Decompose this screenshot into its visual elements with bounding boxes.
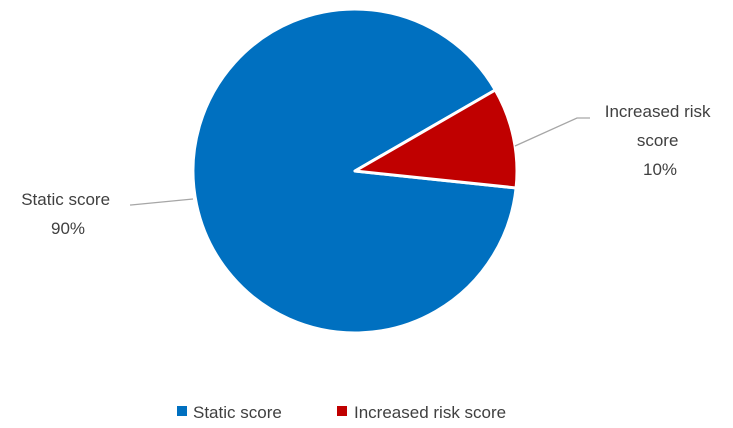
data-label-increased-risk-name-line2: score	[637, 131, 679, 150]
legend-label-increased-risk-score: Increased risk score	[354, 403, 506, 422]
legend-label-static-score: Static score	[193, 403, 282, 422]
leader-line-static-score	[130, 198, 194, 206]
data-label-increased-risk-value: 10%	[643, 160, 677, 179]
leader-line-increased-risk-score	[514, 117, 590, 147]
pie-slices	[191, 7, 519, 335]
legend-swatch-increased-risk-score	[337, 406, 347, 416]
legend: Static score Increased risk score	[177, 403, 506, 422]
data-label-static-score-name: Static score	[21, 190, 110, 209]
data-label-static-score-value: 90%	[51, 219, 85, 238]
data-label-static-score: Static score 90%	[21, 190, 115, 238]
pie-slice-increased-risk-score	[353, 88, 519, 190]
leader-lines	[130, 117, 590, 206]
data-label-increased-risk-name-line1: Increased risk	[605, 102, 711, 121]
data-label-increased-risk-score: Increased risk score 10%	[605, 102, 716, 179]
legend-swatch-static-score	[177, 406, 187, 416]
